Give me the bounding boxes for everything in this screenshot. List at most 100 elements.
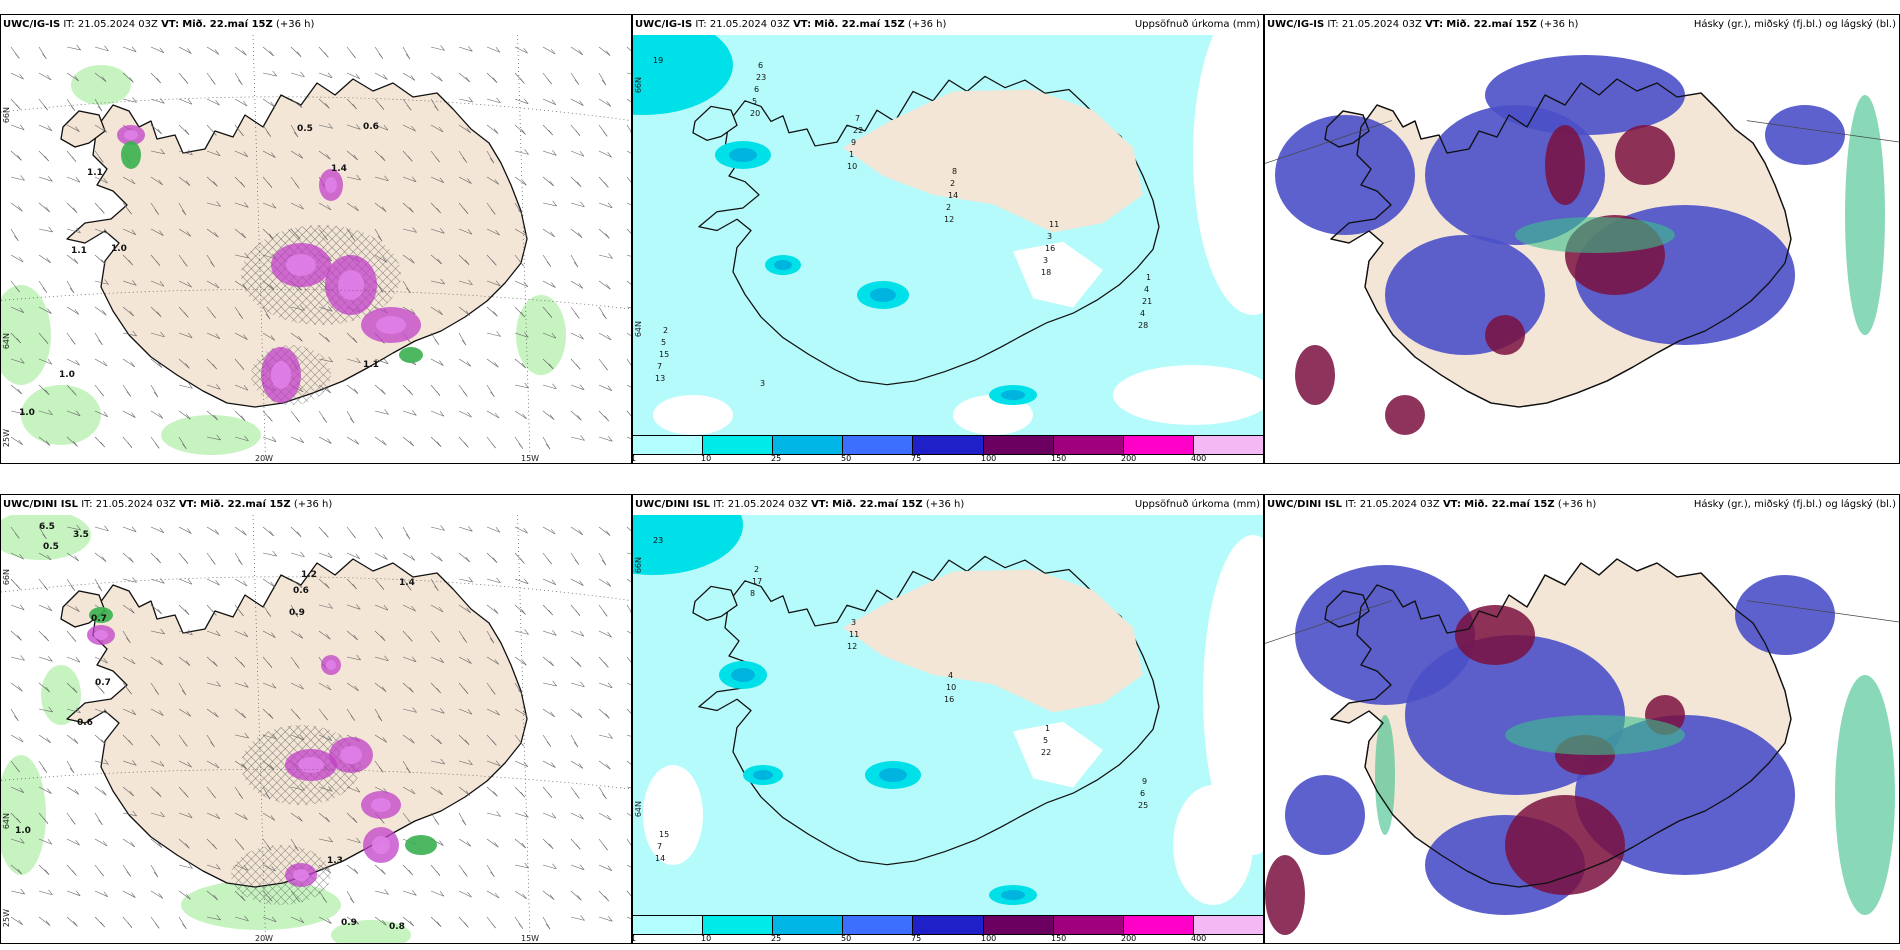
colorbar-swatch xyxy=(703,916,774,934)
precip-value-label: 18 xyxy=(1041,268,1051,277)
panel-header: UWC/IG-IS IT: 21.05.2024 03Z VT: Mið. 22… xyxy=(1265,15,1899,35)
precip-colorbar: 1 10 25 50 75 100 150 200 400 xyxy=(633,435,1263,463)
lat-label-66n: 66N xyxy=(2,569,11,586)
precip-value-label: 22 xyxy=(1041,748,1051,757)
colorbar-tick-label: 10 xyxy=(700,454,712,463)
colorbar-swatch xyxy=(913,436,984,454)
wind-value-label: 0.8 xyxy=(389,922,405,932)
colorbar-tick-label: 1 xyxy=(633,454,636,463)
cloud-panel-bottom: UWC/DINI ISL IT: 21.05.2024 03Z VT: Mið.… xyxy=(1264,494,1900,944)
wind-panel-bottom: UWC/DINI ISL IT: 21.05.2024 03Z VT: Mið.… xyxy=(0,494,632,944)
cloud-title: Hásky (gr.), miðský (fj.bl.) og lágský (… xyxy=(1693,19,1896,30)
lat-label-66n: 66N xyxy=(634,557,643,574)
colorbar-tick-label: 10 xyxy=(700,934,712,943)
precip-value-label: 11 xyxy=(849,630,859,639)
precip-colorbar: 1 10 25 50 75 100 150 200 400 xyxy=(633,915,1263,943)
colorbar-swatch xyxy=(1193,436,1263,454)
colorbar-tick-label: 400 xyxy=(1190,934,1207,943)
precip-value-label: 10 xyxy=(946,683,956,692)
colorbar-swatch xyxy=(1123,436,1194,454)
wind-value-label: 1.0 xyxy=(59,370,75,380)
precip-value-label: 2 xyxy=(754,565,759,574)
panel-header: UWC/DINI ISL IT: 21.05.2024 03Z VT: Mið.… xyxy=(1,495,631,515)
precip-value-label: 6 xyxy=(758,61,763,70)
precip-map: 19 20 10 12 18 28 13 5 1 2 3 4 7 6 9 14 16 21 15 23 22 2 3 4 5 6 7… xyxy=(633,35,1263,463)
precip-value-label: 15 xyxy=(659,830,669,839)
precip-value-label: 7 xyxy=(855,114,860,123)
precip-value-label: 15 xyxy=(659,350,669,359)
lon-label-20w: 20W xyxy=(255,454,274,463)
precip-value-label: 7 xyxy=(657,842,662,851)
colorbar-swatch xyxy=(983,916,1054,934)
wind-value-label: 1.0 xyxy=(15,826,31,836)
precip-value-label: 8 xyxy=(952,167,957,176)
colorbar-tick-label: 100 xyxy=(981,454,997,463)
wind-value-label: 1.2 xyxy=(301,570,317,580)
lon-label-15w: 15W xyxy=(521,934,540,943)
precip-value-label: 19 xyxy=(653,56,663,65)
lat-label-25w: 25W xyxy=(2,909,11,928)
wind-value-label: 1.3 xyxy=(327,856,343,866)
colorbar-swatch xyxy=(843,436,914,454)
cloud-title: Hásky (gr.), miðský (fj.bl.) og lágský (… xyxy=(1693,499,1896,510)
lat-label-64n: 64N xyxy=(2,813,11,830)
precip-title: Uppsöfnuð úrkoma (mm) xyxy=(1134,499,1260,510)
colorbar-tick-label: 200 xyxy=(1121,934,1137,943)
precip-value-label: 3 xyxy=(851,618,856,627)
colorbar-swatch xyxy=(633,916,704,934)
precip-value-label: 16 xyxy=(1045,244,1055,253)
wind-value-label: 6.5 xyxy=(39,522,55,532)
precip-value-label: 8 xyxy=(750,589,755,598)
colorbar-tick-label: 75 xyxy=(910,934,922,943)
precip-value-label: 2 xyxy=(950,179,955,188)
colorbar-tick-label: 50 xyxy=(841,934,852,943)
colorbar-tick-label: 200 xyxy=(1121,454,1137,463)
wind-map-svg: 0.5 0.6 1.1 1.4 1.1 1.0 1.0 1.0 1.1 xyxy=(1,35,631,463)
panel-header: UWC/IG-IS IT: 21.05.2024 03Z VT: Mið. 22… xyxy=(633,15,1263,35)
colorbar-swatch xyxy=(633,436,704,454)
precip-map: 23 8 12 16 22 25 14 17 11 10 5 6 7 2 3 4 1 9 15 xyxy=(633,515,1263,943)
wind-value-label: 0.5 xyxy=(43,542,59,552)
wind-map: 6.5 3.5 0.5 1.2 0.6 0.9 0.7 0.7 0.6 1.0 1.3 0.9 0.8 1… xyxy=(1,515,631,943)
wind-value-label: 1.1 xyxy=(87,168,103,178)
precip-map-svg: 1920101218281351234769141621152322234567… xyxy=(633,35,1263,435)
lon-label-20w: 20W xyxy=(255,934,274,943)
precip-panel-top: UWC/IG-IS IT: 21.05.2024 03Z VT: Mið. 22… xyxy=(632,14,1264,464)
precip-value-label: 12 xyxy=(847,642,857,651)
wind-value-label: 1.4 xyxy=(399,578,415,588)
precip-value-label: 9 xyxy=(851,138,856,147)
panel-header: UWC/IG-IS IT: 21.05.2024 03Z VT: Mið. 22… xyxy=(1,15,631,35)
lat-label-64n: 64N xyxy=(634,801,643,818)
colorbar-swatch xyxy=(703,436,774,454)
precip-value-label: 23 xyxy=(756,73,766,82)
wind-value-label: 0.9 xyxy=(289,608,305,618)
cloud-map-svg xyxy=(1265,515,1899,943)
panel-header: UWC/DINI ISL IT: 21.05.2024 03Z VT: Mið.… xyxy=(633,495,1263,515)
wind-value-label: 3.5 xyxy=(73,530,89,540)
precip-value-label: 17 xyxy=(752,577,762,586)
colorbar-tick-label: 25 xyxy=(770,934,782,943)
precip-value-label: 14 xyxy=(655,854,665,863)
colorbar-swatch xyxy=(773,436,844,454)
colorbar-swatch xyxy=(1193,916,1263,934)
colorbar-swatch xyxy=(1123,916,1194,934)
precip-value-label: 6 xyxy=(754,85,759,94)
lat-label-64n: 64N xyxy=(2,333,11,350)
wind-value-label: 0.6 xyxy=(363,122,379,132)
wind-value-label: 1.4 xyxy=(331,164,347,174)
precip-value-label: 4 xyxy=(1144,285,1149,294)
colorbar-swatch xyxy=(773,916,844,934)
precip-value-label: 6 xyxy=(1140,789,1145,798)
lat-label-25w: 25W xyxy=(2,429,11,448)
cloud-map xyxy=(1265,515,1899,943)
precip-value-label: 25 xyxy=(1138,801,1148,810)
colorbar-swatch xyxy=(843,916,914,934)
precip-value-label: 1 xyxy=(849,150,854,159)
colorbar-tick-label: 150 xyxy=(1051,934,1067,943)
precip-value-label: 3 xyxy=(1043,256,1048,265)
colorbar-tick-label: 150 xyxy=(1051,454,1067,463)
wind-value-label: 0.7 xyxy=(95,678,111,688)
colorbar-tick-label: 50 xyxy=(841,454,852,463)
wind-panel-top: UWC/IG-IS IT: 21.05.2024 03Z VT: Mið. 22… xyxy=(0,14,632,464)
precip-value-label: 10 xyxy=(847,162,857,171)
